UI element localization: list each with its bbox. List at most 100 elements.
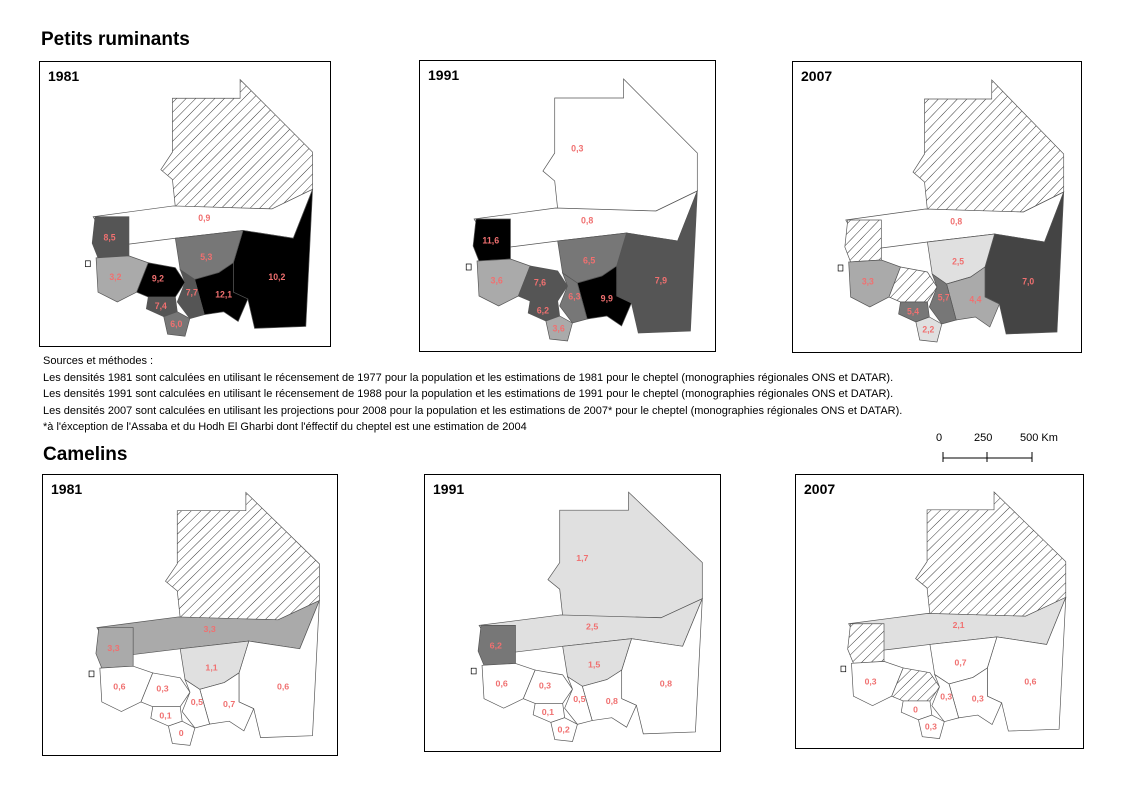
density-label-hodh-charghi: 0,6 — [1024, 676, 1036, 686]
choropleth-map: 0,3 0,8 11,6 7,9 6,5 3,6 7,6 9,9 6,3 6,2 3,6 — [465, 78, 698, 342]
scale-label-zero: 0 — [936, 432, 943, 444]
map-year-label: 1991 — [428, 67, 460, 83]
density-label-tagant: 2,5 — [952, 256, 964, 266]
density-label-assaba: 7,7 — [186, 287, 198, 297]
density-label-gorgol: 0,1 — [542, 707, 554, 717]
density-label-trarza: 0,3 — [865, 676, 877, 686]
region-hodh-gharbi — [576, 265, 632, 327]
region-trarza — [99, 665, 154, 712]
region-guidimaka — [915, 316, 943, 343]
scale-label-mid: 250 — [974, 432, 993, 444]
map-year-label: 1981 — [51, 481, 83, 497]
map-panel-camelins-2007: 2,1 0,6 0,7 0,3 0,3 0,3 0 0,3 2007 — [795, 474, 1084, 749]
density-label-inchiri: 8,5 — [104, 233, 116, 243]
sources-methods: Sources et méthodes : Les densités 1981 … — [43, 353, 902, 436]
region-hodh-gharbi — [194, 262, 249, 323]
sources-title: Sources et méthodes : — [43, 355, 154, 367]
region-trarza — [851, 661, 904, 707]
density-label-gorgol: 6,2 — [537, 305, 549, 315]
density-label-hodh-gharbi: 0,7 — [223, 699, 235, 709]
choropleth-map: 1,7 2,5 6,2 0,8 1,5 0,6 0,3 0,8 0,5 0,1 0,2 — [470, 491, 703, 742]
density-label-tiris: 0,3 — [571, 143, 583, 153]
city-marker-icon — [470, 667, 477, 675]
density-label-hodh-gharbi: 12,1 — [215, 289, 232, 299]
section-title-camelins: Camelins — [43, 444, 128, 465]
map-panel-petits-1991: 0,3 0,8 11,6 7,9 6,5 3,6 7,6 9,9 6,3 6,2 3,6 1991 — [419, 60, 716, 352]
density-label-guidimaka: 3,6 — [553, 323, 565, 333]
density-label-trarza: 0,6 — [113, 682, 125, 692]
map-panel-camelins-1991: 1,7 2,5 6,2 0,8 1,5 0,6 0,3 0,8 0,5 0,1 0,2 1991 — [424, 474, 721, 752]
density-label-hodh-gharbi: 0,3 — [972, 693, 984, 703]
density-label-assaba: 5,7 — [938, 292, 950, 302]
sources-line-2007: Les densités 2007 sont calculées en util… — [43, 404, 903, 417]
region-guidimaka — [550, 717, 578, 742]
density-label-hodh-gharbi: 9,9 — [601, 293, 613, 303]
sources-footnote: *à l'éxception de l'Assaba et du Hodh El… — [43, 421, 527, 433]
density-label-guidimaka: 0 — [179, 728, 184, 738]
density-label-guidimaka: 0,3 — [925, 722, 937, 732]
density-label-brakna: 7,6 — [534, 277, 546, 287]
density-label-hodh-charghi: 0,6 — [277, 682, 289, 692]
region-tiris — [915, 491, 1067, 617]
choropleth-map: 0,8 7,0 2,5 3,3 4,4 5,7 5,42,2 — [837, 79, 1065, 343]
choropleth-map: 2,1 0,6 0,7 0,3 0,3 0,3 0 0,3 — [840, 491, 1067, 739]
density-label-hodh-charghi: 7,9 — [655, 275, 667, 285]
density-label-hodh-charghi: 10,2 — [268, 272, 285, 282]
region-guidimaka — [918, 714, 945, 739]
city-marker-icon — [88, 670, 95, 678]
density-label-gorgol: 5,4 — [907, 306, 919, 316]
choropleth-map: 0,9 8,5 10,2 5,3 3,2 9,2 12,1 7,7 7,46,0 — [85, 78, 314, 337]
density-label-brakna: 0,3 — [539, 681, 551, 691]
sources-line-1981: Les densités 1981 sont calculées en util… — [43, 371, 894, 384]
scale-bar: 0 250 500 Km — [936, 432, 1058, 466]
density-label-trarza: 0,6 — [496, 679, 508, 689]
density-label-tagant: 1,1 — [205, 662, 217, 672]
density-label-tagant: 5,3 — [200, 252, 212, 262]
map-year-label: 1981 — [48, 68, 80, 84]
scale-label-end: 500 Km — [1020, 432, 1058, 444]
density-label-gorgol: 0,1 — [159, 711, 171, 721]
map-panel-petits-1981: 0,9 8,5 10,2 5,3 3,2 9,2 12,1 7,7 7,4 6,0 1981 — [39, 61, 331, 347]
density-label-trarza: 3,2 — [109, 272, 121, 282]
density-label-guidimaka: 2,2 — [922, 324, 934, 334]
region-tiris — [160, 78, 313, 210]
region-guidimaka — [545, 315, 573, 342]
section-title-petits-ruminants: Petits ruminants — [41, 29, 190, 50]
region-hodh-gharbi — [946, 266, 1000, 328]
region-trarza — [848, 259, 901, 308]
region-trarza — [95, 255, 149, 303]
region-tiris — [542, 78, 698, 212]
density-label-assaba: 0,5 — [191, 697, 203, 707]
density-label-assaba: 0,3 — [940, 691, 952, 701]
density-label-assaba: 0,5 — [573, 694, 585, 704]
city-marker-icon — [837, 264, 844, 272]
density-label-trarza: 3,3 — [862, 276, 874, 286]
region-trarza — [481, 663, 536, 709]
region-guidimaka — [163, 311, 191, 337]
density-label-inchiri: 6,2 — [490, 641, 502, 651]
density-label-adrar: 2,1 — [953, 620, 965, 630]
density-label-brakna: 9,2 — [152, 274, 164, 284]
map-panel-camelins-1981: 3,3 3,3 0,6 1,1 0,6 0,3 0,7 0,5 0,1 0 1981 — [42, 474, 338, 756]
region-tiris — [165, 491, 320, 621]
region-inchiri — [844, 219, 882, 263]
density-label-hodh-charghi: 0,8 — [660, 679, 672, 689]
map-year-label: 1991 — [433, 481, 465, 497]
density-label-hodh-charghi: 7,0 — [1022, 276, 1034, 286]
density-label-inchiri: 11,6 — [482, 235, 499, 245]
density-label-tagant: 0,7 — [955, 658, 967, 668]
density-label-tiris: 1,7 — [576, 553, 588, 563]
map-panel-petits-2007: 0,8 7,0 2,5 3,3 4,4 5,7 5,4 2,2 2007 — [792, 61, 1082, 353]
density-label-adrar: 2,5 — [586, 622, 598, 632]
density-label-adrar: 0,8 — [581, 215, 593, 225]
density-label-tagant: 1,5 — [588, 660, 600, 670]
sources-line-1991: Les densités 1991 sont calculées en util… — [43, 388, 894, 400]
density-label-hodh-gharbi: 4,4 — [969, 294, 981, 304]
region-hodh-gharbi — [581, 669, 637, 728]
density-label-guidimaka: 0,2 — [558, 724, 570, 734]
density-label-adrar: 3,3 — [203, 624, 215, 634]
density-label-tagant: 6,5 — [583, 255, 595, 265]
region-tiris — [547, 491, 703, 619]
density-label-inchiri: 3,3 — [107, 643, 119, 653]
map-year-label: 2007 — [804, 481, 836, 497]
